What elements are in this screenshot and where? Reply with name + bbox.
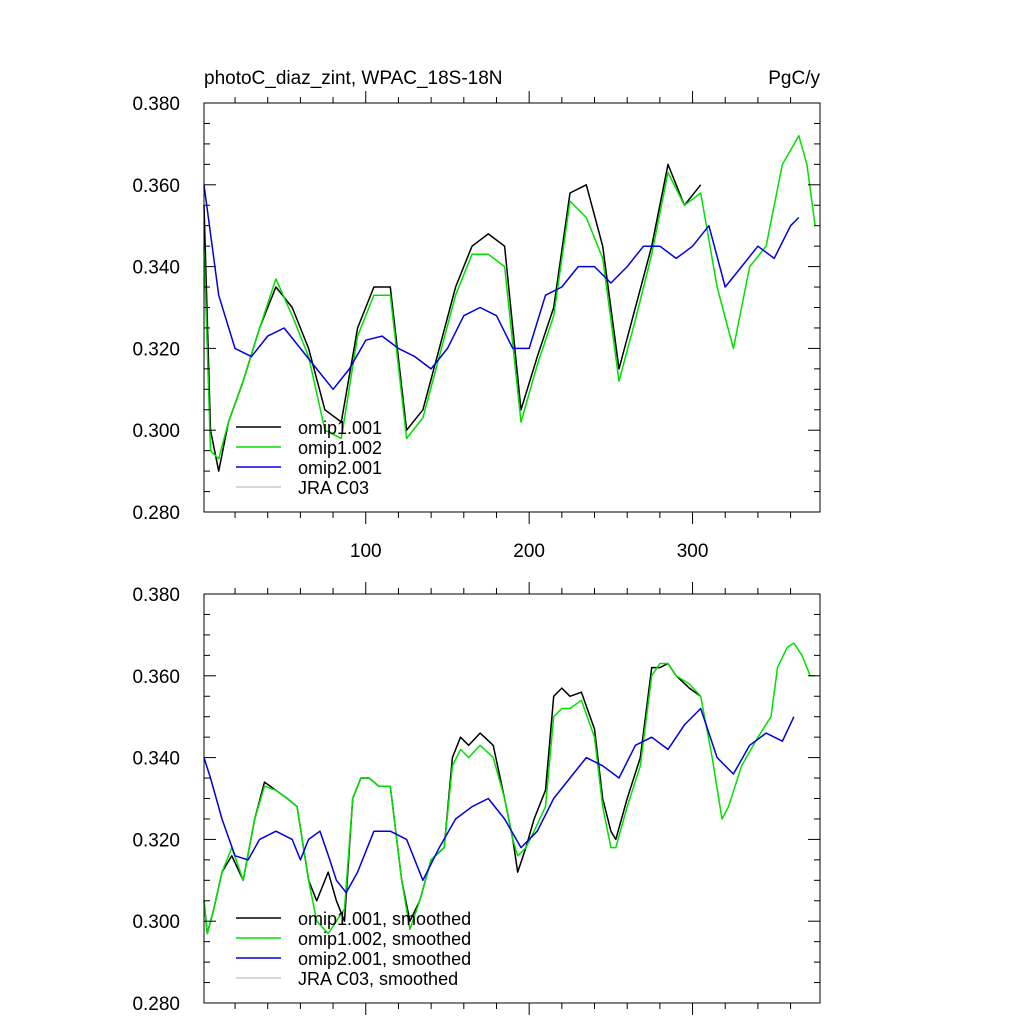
series-line-0-2 [203, 184, 800, 391]
series-line-1-1 [203, 642, 816, 935]
series-line-0-0 [203, 163, 702, 472]
series-line-1-2 [203, 707, 795, 894]
y-tick-label: 0.320 [132, 830, 180, 851]
y-tick-label: 0.300 [132, 912, 180, 933]
y-tick-label: 0.380 [132, 585, 180, 606]
top-panel: 0.280 0.300 0.320 0.340 0.360 0.380 100 200 300 o… [132, 91, 821, 562]
legend-label: omip2.001 [298, 458, 382, 478]
legend-label: omip1.002 [298, 438, 382, 458]
chart-units: PgC/y [768, 68, 820, 89]
legend-label: omip1.001 [298, 418, 382, 438]
y-tick-label: 0.280 [132, 994, 180, 1015]
x-tick-label: 100 [350, 541, 382, 562]
y-tick-label: 0.380 [132, 94, 180, 115]
x-tick-label: 300 [677, 541, 709, 562]
y-tick-label: 0.340 [132, 749, 180, 770]
y-tick-label: 0.300 [132, 421, 180, 442]
bottom-panel: 0.280 0.300 0.320 0.340 0.360 0.380 omip1.001,… [132, 582, 821, 1015]
series-line-0-1 [203, 134, 816, 460]
chart-title: photoC_diaz_zint, WPAC_18S-18N [204, 68, 503, 89]
legend-label: JRA C03, smoothed [298, 969, 458, 989]
legend-label: omip2.001, smoothed [298, 949, 471, 969]
plot-frame [203, 593, 821, 1004]
plot-frame [203, 102, 821, 513]
legend-label: JRA C03 [298, 478, 369, 498]
series-line-1-0 [203, 662, 702, 935]
y-tick-label: 0.280 [132, 503, 180, 524]
x-tick-label: 200 [513, 541, 545, 562]
legend-label: omip1.002, smoothed [298, 929, 471, 949]
y-tick-label: 0.360 [132, 176, 180, 197]
y-tick-label: 0.360 [132, 667, 180, 688]
y-tick-label: 0.320 [132, 339, 180, 360]
y-tick-label: 0.340 [132, 258, 180, 279]
legend-label: omip1.001, smoothed [298, 909, 471, 929]
